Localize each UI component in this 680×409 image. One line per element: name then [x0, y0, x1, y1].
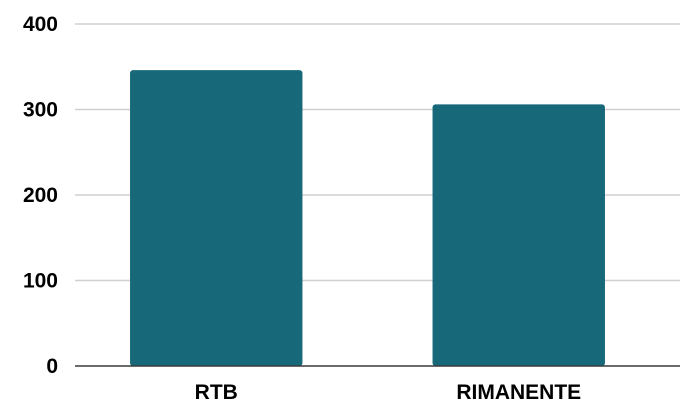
y-tick-label: 100	[23, 270, 58, 293]
bars	[130, 70, 605, 367]
bar-rtb	[130, 70, 303, 367]
x-axis-categories: RTB RIMANENTE	[195, 381, 582, 404]
x-category-label: RTB	[195, 381, 238, 404]
bar-rimanente	[432, 104, 605, 367]
y-axis-ticks: 0 100 200 300 400	[23, 13, 58, 378]
y-tick-label: 0	[46, 355, 58, 378]
y-tick-label: 200	[23, 184, 58, 207]
y-tick-label: 300	[23, 99, 58, 122]
x-category-label: RIMANENTE	[456, 381, 581, 404]
y-tick-label: 400	[23, 13, 58, 36]
